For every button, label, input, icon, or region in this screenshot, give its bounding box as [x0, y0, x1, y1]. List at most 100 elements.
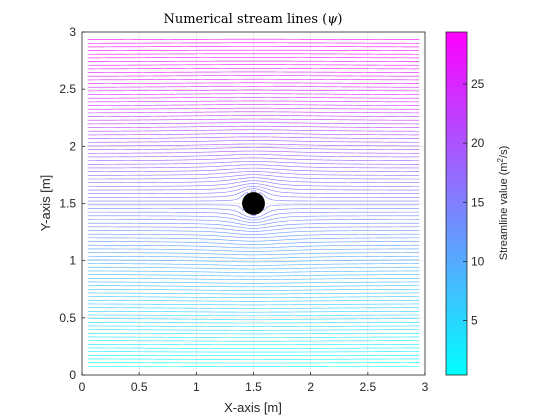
- colorbar-tick-label: 10: [471, 254, 485, 268]
- streamline: [87, 64, 420, 66]
- y-tick-label: 1: [69, 254, 76, 268]
- x-tick-label: 1: [193, 380, 200, 394]
- streamline: [87, 296, 420, 298]
- streamline: [87, 237, 420, 242]
- streamline: [87, 177, 420, 183]
- streamline: [87, 82, 420, 84]
- streamline: [87, 183, 420, 191]
- streamline: [87, 75, 420, 77]
- x-tick-label: 2: [307, 380, 314, 394]
- streamline: [87, 233, 420, 239]
- y-tick-label: 0: [69, 368, 76, 382]
- streamline: [87, 129, 420, 132]
- streamline: [87, 222, 420, 229]
- streamline: [87, 154, 420, 158]
- streamline: [87, 86, 420, 88]
- y-tick-label: 0.5: [59, 311, 76, 325]
- streamline: [87, 164, 420, 169]
- streamline: [87, 314, 420, 317]
- streamline: [87, 71, 420, 73]
- streamline: [87, 161, 420, 165]
- streamline: [87, 167, 420, 172]
- streamline: [87, 332, 420, 335]
- streamline: [87, 133, 420, 136]
- streamline: [87, 248, 420, 252]
- streamline: [87, 211, 420, 221]
- streamlines: [87, 38, 420, 367]
- streamline: [87, 104, 420, 106]
- streamline: [87, 180, 420, 187]
- chart-title: Numerical stream lines (ψ): [163, 12, 342, 27]
- streamline: [87, 285, 420, 288]
- streamline: [87, 226, 420, 232]
- streamline: [87, 89, 420, 92]
- streamline: [87, 288, 420, 291]
- streamline: [87, 174, 420, 180]
- x-tick-label: 0.5: [131, 380, 148, 394]
- colorbar-tick-label: 5: [471, 314, 478, 328]
- streamline: [87, 219, 420, 226]
- streamline: [87, 136, 420, 139]
- colorbar-tick-label: 20: [471, 136, 485, 150]
- streamline: [87, 93, 420, 95]
- colorbar-ticks: 5 10 15 20 25: [463, 77, 485, 328]
- colorbar: [445, 31, 468, 376]
- streamline: [87, 343, 420, 346]
- streamline: [87, 190, 420, 213]
- streamline: [87, 100, 420, 103]
- y-tick-label: 2.5: [59, 82, 76, 96]
- cylinder-obstacle: [242, 192, 265, 215]
- streamline: [87, 281, 420, 284]
- streamline: [87, 255, 420, 259]
- x-axis-label: X-axis [m]: [224, 400, 282, 415]
- streamline: [87, 263, 420, 266]
- streamline: [87, 318, 420, 320]
- y-tick-label: 3: [69, 25, 76, 39]
- streamline: [87, 325, 420, 327]
- streamline: [87, 303, 420, 306]
- streamline: [87, 97, 420, 99]
- streamline: [87, 329, 420, 331]
- streamline: [87, 241, 420, 245]
- streamline: [87, 171, 420, 176]
- streamline: [87, 111, 420, 114]
- x-tick-label: 3: [422, 380, 429, 394]
- streamline: [87, 185, 420, 195]
- x-tick-label: 1.5: [245, 380, 262, 394]
- y-tick-label: 2: [69, 139, 76, 153]
- streamline: [87, 188, 420, 198]
- colorbar-tick-label: 25: [471, 77, 485, 91]
- streamline: [87, 274, 420, 277]
- streamline: [87, 60, 420, 62]
- streamline: [87, 266, 420, 270]
- streamline: [87, 107, 420, 110]
- streamline: [87, 244, 420, 249]
- streamline: [87, 292, 420, 295]
- x-tick-label: 2.5: [359, 380, 376, 394]
- streamline: [87, 147, 420, 150]
- streamline: [87, 321, 420, 324]
- streamline: [87, 115, 420, 117]
- colorbar-label: Streamline value (m2/s): [496, 146, 510, 261]
- streamline: [87, 311, 420, 313]
- streamline: [87, 277, 420, 280]
- x-axis-ticks: 0 0.5 1 1.5 2 2.5 3: [79, 372, 429, 394]
- streamline: [87, 118, 420, 121]
- streamline: [87, 340, 420, 342]
- streamline: [87, 143, 420, 147]
- streamline: [87, 68, 420, 70]
- streamline: [87, 259, 420, 263]
- y-axis-label: Y-axis [m]: [38, 175, 53, 232]
- streamline: [87, 230, 420, 235]
- streamline: [87, 157, 420, 161]
- streamline: [87, 307, 420, 309]
- streamline: [87, 122, 420, 125]
- y-axis-ticks: 0 0.5 1 1.5 2 2.5 3: [59, 25, 85, 382]
- streamline: [87, 270, 420, 273]
- y-tick-label: 1.5: [59, 197, 76, 211]
- streamline: [87, 299, 420, 302]
- streamline: [87, 347, 420, 349]
- streamline: [87, 140, 420, 143]
- streamline: [87, 78, 420, 81]
